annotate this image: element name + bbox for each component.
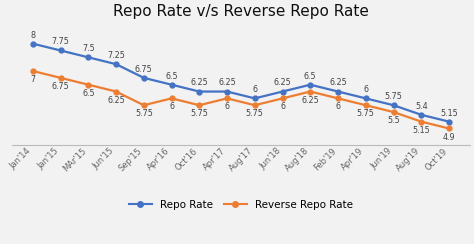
Repo Rate [58,49,64,52]
Text: 6: 6 [336,102,340,112]
Repo Rate [85,56,91,59]
Repo Rate [280,90,285,93]
Text: 8: 8 [30,30,36,40]
Text: 5.15: 5.15 [412,126,430,135]
Text: 7.75: 7.75 [52,37,70,46]
Reverse Repo Rate [197,104,202,107]
Repo Rate [141,76,146,79]
Text: 6.75: 6.75 [52,82,70,91]
Repo Rate [252,97,258,100]
Text: 6.25: 6.25 [301,96,319,105]
Text: 5.75: 5.75 [246,109,264,118]
Reverse Repo Rate [280,97,285,100]
Repo Rate [363,97,369,100]
Text: 5.75: 5.75 [357,109,375,118]
Reverse Repo Rate [85,83,91,86]
Line: Reverse Repo Rate: Reverse Repo Rate [30,69,451,131]
Text: 6: 6 [252,85,257,94]
Text: 7.25: 7.25 [107,51,125,60]
Reverse Repo Rate [363,104,369,107]
Text: 5.15: 5.15 [440,109,458,118]
Text: 6.25: 6.25 [329,78,347,87]
Text: 5.75: 5.75 [384,92,402,101]
Reverse Repo Rate [30,70,36,72]
Reverse Repo Rate [335,97,341,100]
Text: 6: 6 [225,102,229,112]
Line: Repo Rate: Repo Rate [30,41,451,124]
Reverse Repo Rate [113,90,119,93]
Text: 6: 6 [280,102,285,112]
Text: 6.25: 6.25 [218,78,236,87]
Title: Repo Rate v/s Reverse Repo Rate: Repo Rate v/s Reverse Repo Rate [113,4,369,19]
Text: 5.75: 5.75 [191,109,208,118]
Reverse Repo Rate [308,90,313,93]
Text: 6: 6 [363,85,368,94]
Repo Rate [224,90,230,93]
Legend: Repo Rate, Reverse Repo Rate: Repo Rate, Reverse Repo Rate [125,196,357,214]
Reverse Repo Rate [169,97,174,100]
Repo Rate [391,104,396,107]
Reverse Repo Rate [224,97,230,100]
Text: 7.5: 7.5 [82,44,95,53]
Text: 6.25: 6.25 [191,78,208,87]
Text: 5.5: 5.5 [387,116,400,125]
Text: 6.5: 6.5 [304,71,317,81]
Repo Rate [169,83,174,86]
Repo Rate [113,63,119,66]
Repo Rate [30,42,36,45]
Text: 6.25: 6.25 [107,96,125,105]
Text: 6.25: 6.25 [273,78,292,87]
Text: 4.9: 4.9 [443,132,456,142]
Repo Rate [308,83,313,86]
Repo Rate [446,120,452,123]
Repo Rate [335,90,341,93]
Repo Rate [419,113,424,116]
Reverse Repo Rate [419,120,424,123]
Text: 6.5: 6.5 [165,71,178,81]
Reverse Repo Rate [58,76,64,79]
Reverse Repo Rate [141,104,146,107]
Repo Rate [197,90,202,93]
Text: 6: 6 [169,102,174,112]
Text: 6.5: 6.5 [82,89,95,98]
Text: 5.4: 5.4 [415,102,428,111]
Text: 7: 7 [30,75,36,84]
Reverse Repo Rate [252,104,258,107]
Text: 6.75: 6.75 [135,65,153,74]
Reverse Repo Rate [446,127,452,130]
Reverse Repo Rate [391,111,396,113]
Text: 5.75: 5.75 [135,109,153,118]
